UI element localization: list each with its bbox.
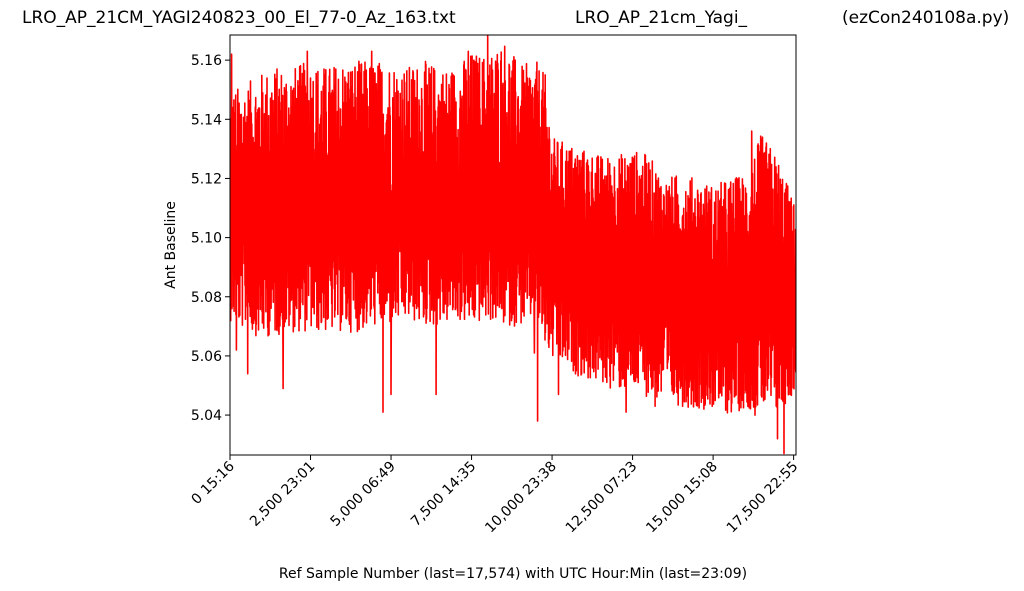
chart-title-filename: LRO_AP_21CM_YAGI240823_00_El_77-0_Az_163… xyxy=(22,8,456,28)
x-tick-label: 7,500 14:35 xyxy=(408,459,479,530)
series-layer xyxy=(230,35,796,455)
plot-frame xyxy=(229,34,797,456)
x-tick-label: 15,000 15:08 xyxy=(643,459,721,537)
series-line-ant-baseline xyxy=(230,35,796,455)
y-axis-label: Ant Baseline xyxy=(163,201,179,289)
x-tick-label: 2,500 23:01 xyxy=(247,459,318,530)
y-tick-label: 5.16 xyxy=(191,53,222,69)
y-tick-label: 5.10 xyxy=(191,231,222,247)
y-tick-label: 5.14 xyxy=(191,112,222,128)
x-tick-label: 12,500 07:23 xyxy=(563,459,641,537)
x-tick-label: 5,000 06:49 xyxy=(328,459,399,530)
chart-title-antenna: LRO_AP_21cm_Yagi_ xyxy=(575,8,748,28)
chart-title-script: (ezCon240108a.py) xyxy=(842,8,1010,28)
x-tick-label: 17,500 22:55 xyxy=(724,459,802,537)
x-axis: 0 15:16 2,500 23:01 5,000 06:49 7,500 14:35… xyxy=(189,455,802,537)
y-tick-label: 5.12 xyxy=(191,171,222,187)
x-tick-label: 10,000 23:38 xyxy=(482,459,560,537)
y-tick-label: 5.08 xyxy=(191,290,222,306)
y-axis: 5.04 5.06 5.08 5.10 5.12 5.14 5.16 xyxy=(191,53,230,424)
x-tick-label: 0 15:16 xyxy=(189,458,238,507)
x-axis-label: Ref Sample Number (last=17,574) with UTC… xyxy=(279,566,747,582)
y-tick-label: 5.04 xyxy=(191,408,222,424)
y-tick-label: 5.06 xyxy=(191,349,222,365)
